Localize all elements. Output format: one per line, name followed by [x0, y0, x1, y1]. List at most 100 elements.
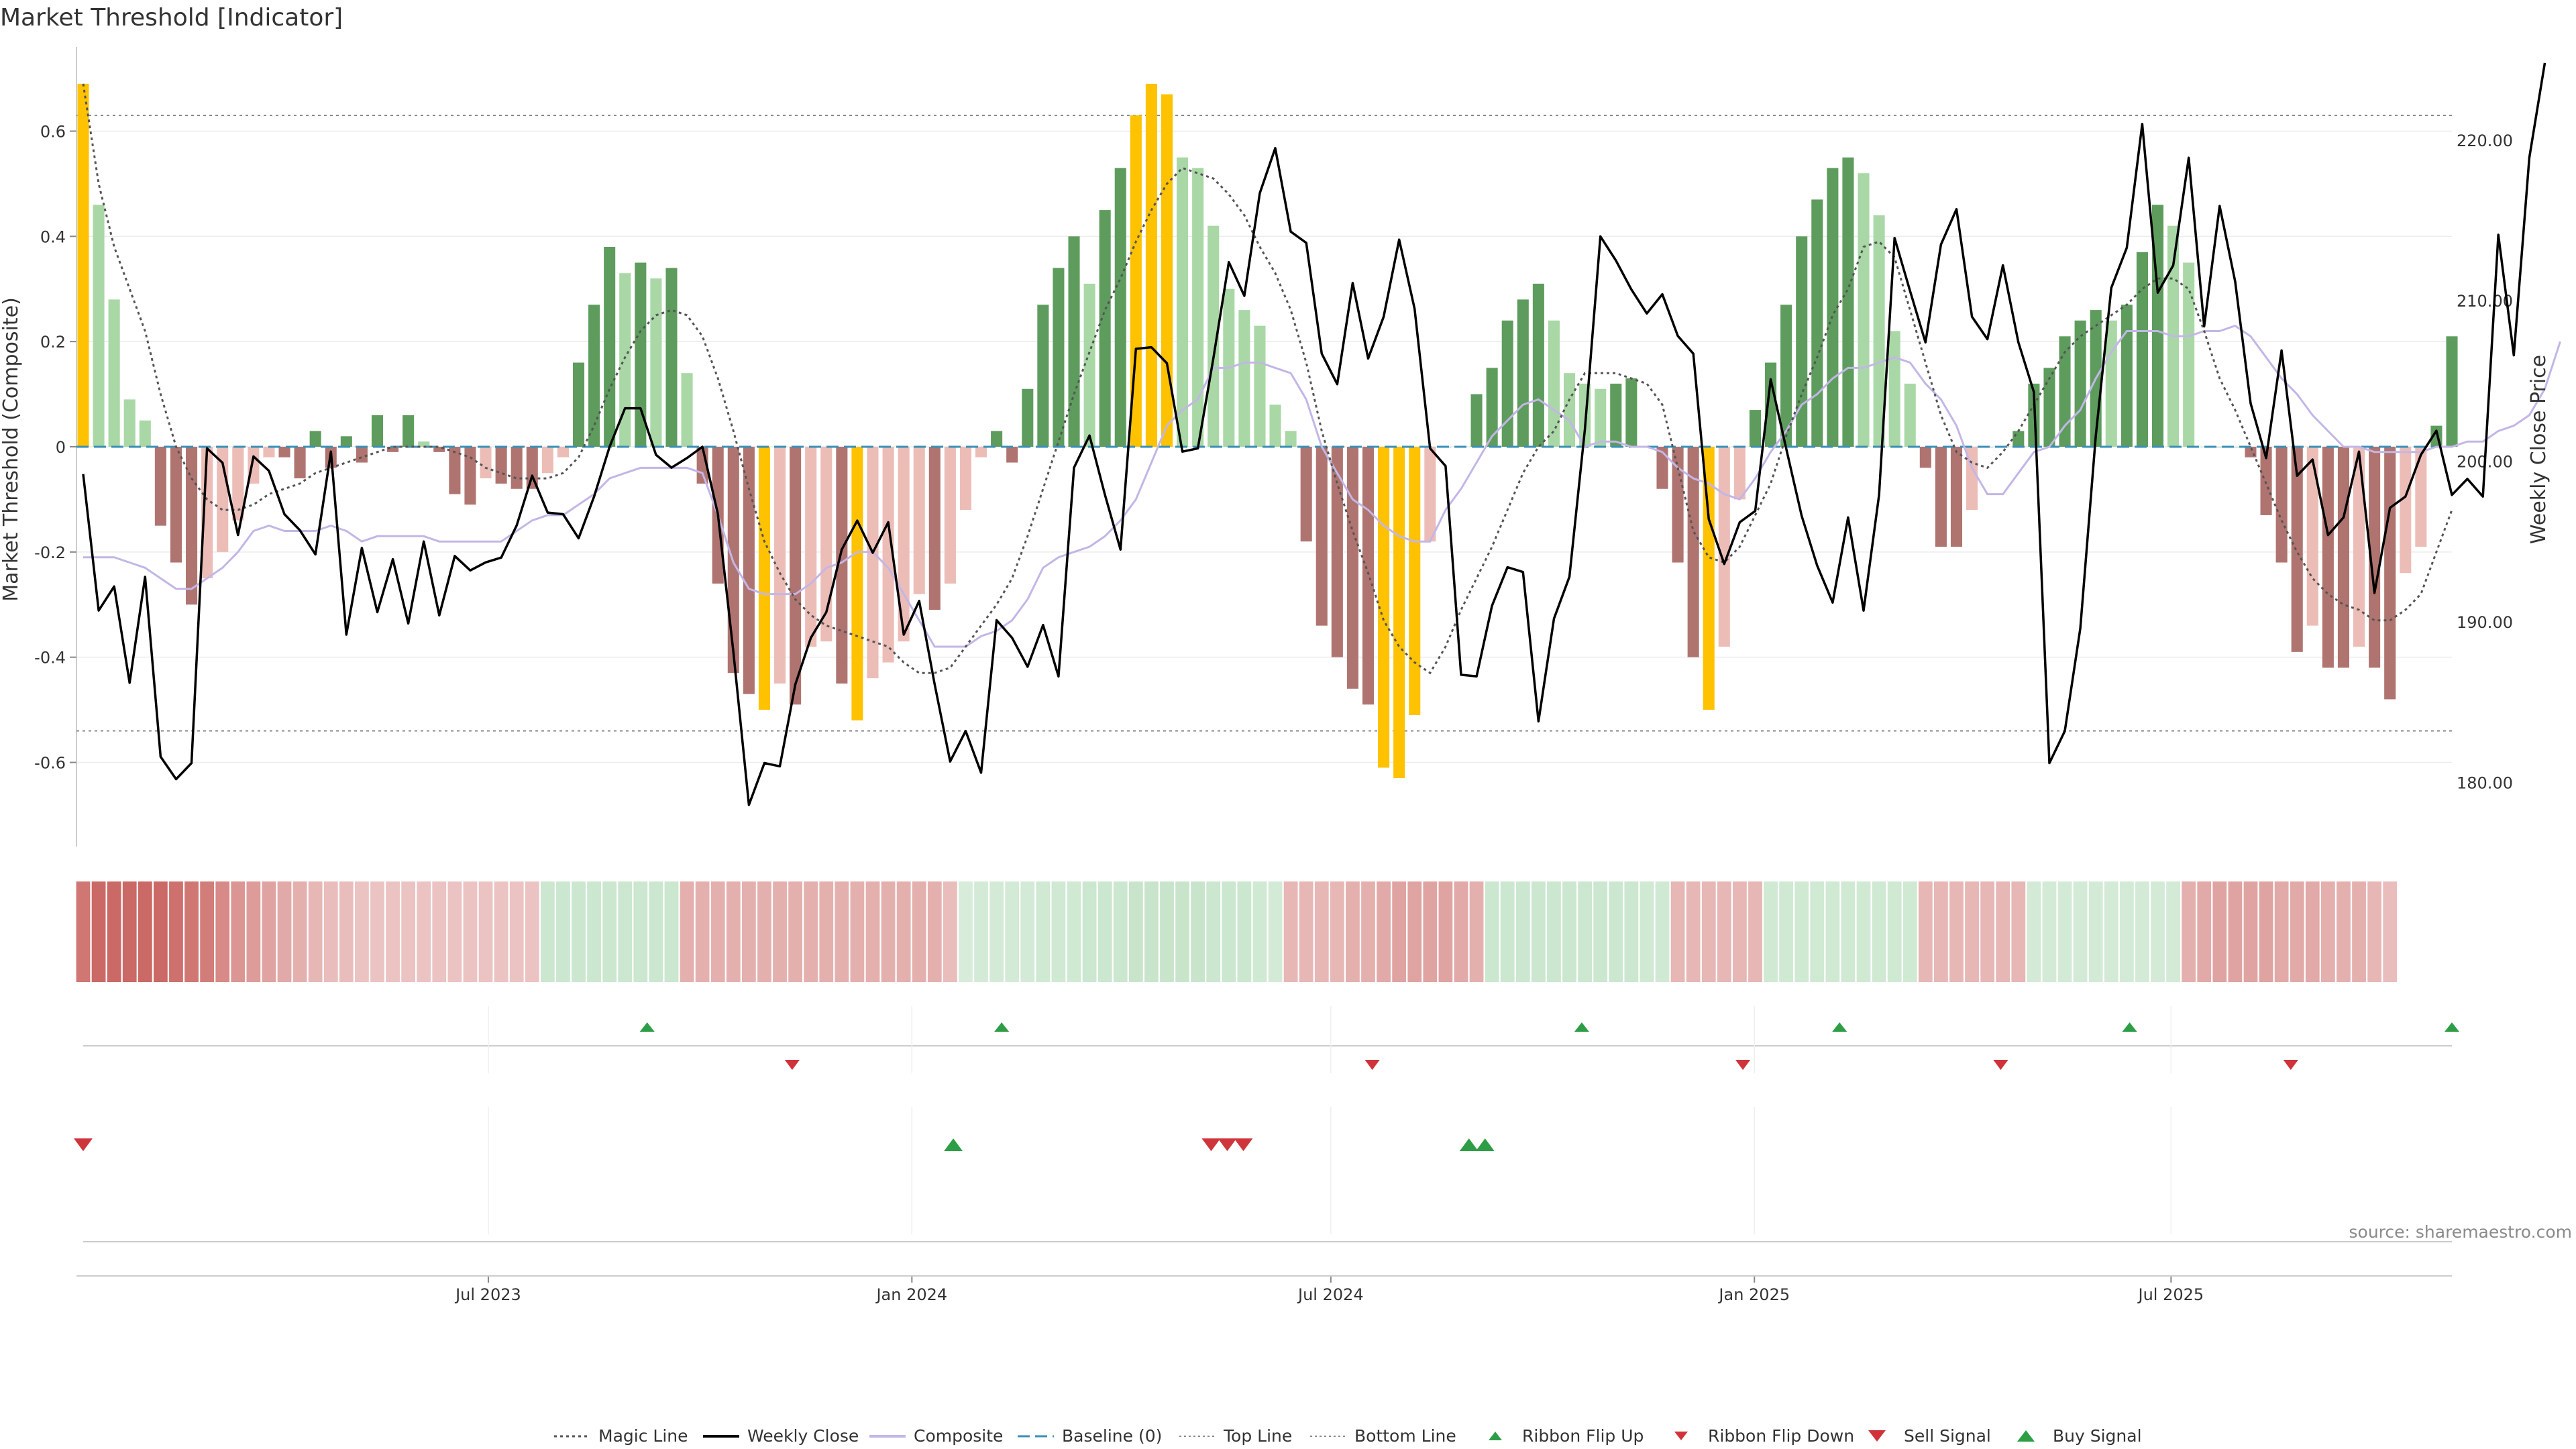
ribbon-cell [1128, 881, 1143, 982]
composite-bar [898, 447, 910, 642]
composite-bar [2059, 336, 2071, 447]
ribbon-cell [881, 881, 896, 982]
legend-label: Sell Signal [1904, 1426, 1991, 1446]
composite-bar [1346, 447, 1358, 689]
composite-bar [2415, 447, 2427, 547]
ribbon-cell [1794, 881, 1809, 982]
ribbon-cell [76, 881, 91, 982]
composite-bar [2012, 431, 2025, 447]
source-credit: source: sharemaestro.com [2349, 1222, 2573, 1242]
ribbon-cell [1438, 881, 1453, 982]
composite-bar [959, 447, 972, 511]
ribbon-cell [896, 881, 911, 982]
ribbon-cell [1330, 881, 1344, 982]
composite-bar [1610, 383, 1622, 447]
ribbon-cell [602, 881, 617, 982]
legend-label: Ribbon Flip Down [1708, 1426, 1854, 1446]
x-tick-label: Jan 2024 [875, 1285, 947, 1304]
legend-label: Buy Signal [2053, 1426, 2142, 1446]
ribbon-cell [664, 881, 679, 982]
ribbon-cell [2228, 881, 2243, 982]
composite-bar [758, 447, 770, 710]
ribbon-cell [1082, 881, 1097, 982]
ribbon-cell [2337, 881, 2351, 982]
ribbon-cell [680, 881, 694, 982]
ribbon-flip-up-marker [994, 1022, 1010, 1032]
ribbon-cell [649, 881, 663, 982]
composite-bar [1300, 447, 1312, 542]
composite-bar [1145, 83, 1157, 447]
ribbon-cell [1717, 881, 1731, 982]
composite-bar [77, 83, 89, 447]
ribbon-cell [1733, 881, 1747, 982]
composite-bar [1114, 168, 1126, 447]
ribbon-cell [1036, 881, 1051, 982]
composite-bar [139, 420, 151, 447]
composite-bar [1842, 157, 1854, 447]
composite-bar [1083, 283, 1095, 447]
legend-label: Weekly Close [747, 1426, 859, 1446]
composite-bar [1022, 388, 1034, 447]
ribbon-cell [757, 881, 771, 982]
y2-tick-label: 190.00 [2457, 613, 2513, 632]
ribbon-cell [154, 881, 168, 982]
ribbon-cell [262, 881, 276, 982]
signal-panel [74, 1138, 2452, 1242]
composite-bar [278, 447, 290, 458]
ribbon-cell [494, 881, 508, 982]
composite-bar [1935, 447, 1947, 547]
legend-swatch [1674, 1432, 1688, 1440]
legend-swatch [1489, 1432, 1502, 1440]
composite-bar [1362, 447, 1375, 705]
y2-tick-label: 220.00 [2457, 131, 2513, 150]
ribbon-cell [2367, 881, 2381, 982]
ribbon-cell [1562, 881, 1576, 982]
composite-bar [1532, 283, 1544, 447]
ribbon-flip-up-marker [1832, 1022, 1847, 1032]
legend-item: Ribbon Flip Down [1674, 1426, 1854, 1446]
composite-bar [1409, 447, 1421, 715]
ribbon-cell [1670, 881, 1685, 982]
ribbon-cell [1191, 881, 1205, 982]
composite-bar [93, 205, 105, 447]
y-tick-label: 0 [56, 438, 66, 457]
composite-bar [1424, 447, 1436, 542]
composite-bar [588, 305, 600, 447]
ribbon-cell [1609, 881, 1623, 982]
composite-bar [1718, 447, 1730, 647]
buy-signal-marker [1459, 1138, 1479, 1151]
composite-bar [1501, 320, 1513, 447]
ribbon-cell [1454, 881, 1468, 982]
composite-bar [1904, 383, 1916, 447]
legend-swatch [1868, 1430, 1886, 1442]
x-tick-label: Jul 2023 [454, 1285, 521, 1304]
legend-item: Bottom Line [1310, 1426, 1456, 1446]
ribbon-cell [1377, 881, 1391, 982]
composite-bar [2275, 447, 2288, 563]
composite-bar [294, 447, 306, 479]
ribbon-cell [633, 881, 648, 982]
ribbon-cell [726, 881, 741, 982]
ribbon-cell [1144, 881, 1159, 982]
legend-label: Bottom Line [1354, 1426, 1456, 1446]
composite-bar [1161, 94, 1173, 447]
weekly-close-line [82, 62, 2546, 806]
ribbon-cell [1113, 881, 1128, 982]
legend-item: Buy Signal [2017, 1426, 2142, 1446]
ribbon-flip-up-marker [639, 1022, 655, 1032]
ribbon-cell [1222, 881, 1236, 982]
buy-signal-marker [944, 1138, 963, 1151]
ribbon-cell [107, 881, 121, 982]
ribbon-cell [169, 881, 183, 982]
ribbon-cell [478, 881, 493, 982]
ribbon-cell [572, 881, 586, 982]
composite-bar [154, 447, 166, 526]
legend-item: Top Line [1179, 1426, 1292, 1446]
composite-bar [232, 447, 244, 521]
sell-signal-marker [1201, 1138, 1221, 1151]
ribbon-cell [804, 881, 818, 982]
composite-bar [2353, 447, 2365, 647]
composite-bar [1269, 405, 1281, 447]
ribbon-cell [308, 881, 323, 982]
